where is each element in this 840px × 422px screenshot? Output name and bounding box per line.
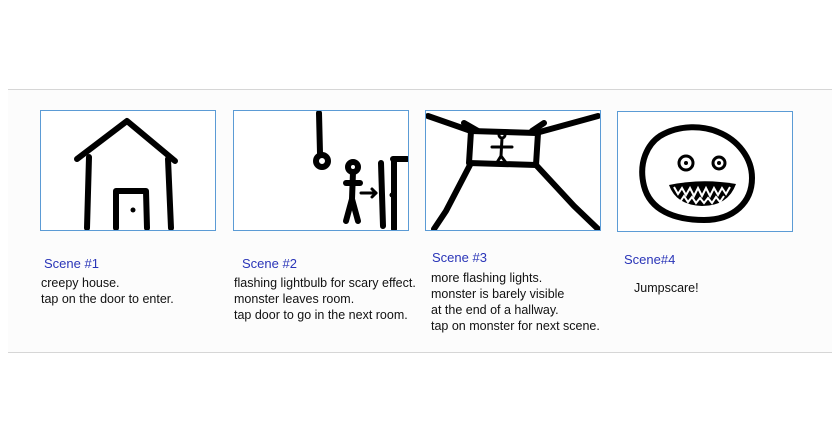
scene-1-line: tap on the door to enter. [41,292,174,306]
scene-3-line: monster is barely visible [431,287,565,301]
scene-4-frame [617,111,793,232]
scene-3-line: at the end of a hallway. [431,303,559,317]
monster-face-icon [639,124,755,223]
hallway-icon [426,113,600,230]
scene-2-line: tap door to go in the next room. [234,308,408,322]
scene-2-description: flashing lightbulb for scary effect. mon… [234,275,416,323]
scene-3-line: more flashing lights. [431,271,543,285]
scene-1-line: creepy house. [41,276,120,290]
scene-1-description: creepy house. tap on the door to enter. [41,275,174,307]
scene-3-title: Scene #3 [432,250,487,265]
house-icon [74,118,178,230]
scene-2-line: flashing lightbulb for scary effect. [234,276,416,290]
scene-2-line: monster leaves room. [234,292,355,306]
scene-4-line: Jumpscare! [634,281,699,295]
scene-3-line: tap on monster for next scene. [431,319,600,333]
scene-3-frame [425,110,601,231]
scene-1-frame [40,110,216,231]
scene-3-description: more flashing lights. monster is barely … [431,270,600,334]
scene-4-title: Scene#4 [624,252,676,267]
scene-2-title: Scene #2 [242,256,297,271]
lightbulb-door-icon [313,111,408,230]
scene-1-title: Scene #1 [44,256,99,271]
scene-4-description: Jumpscare! [634,280,699,296]
scene-2-frame [233,110,409,231]
